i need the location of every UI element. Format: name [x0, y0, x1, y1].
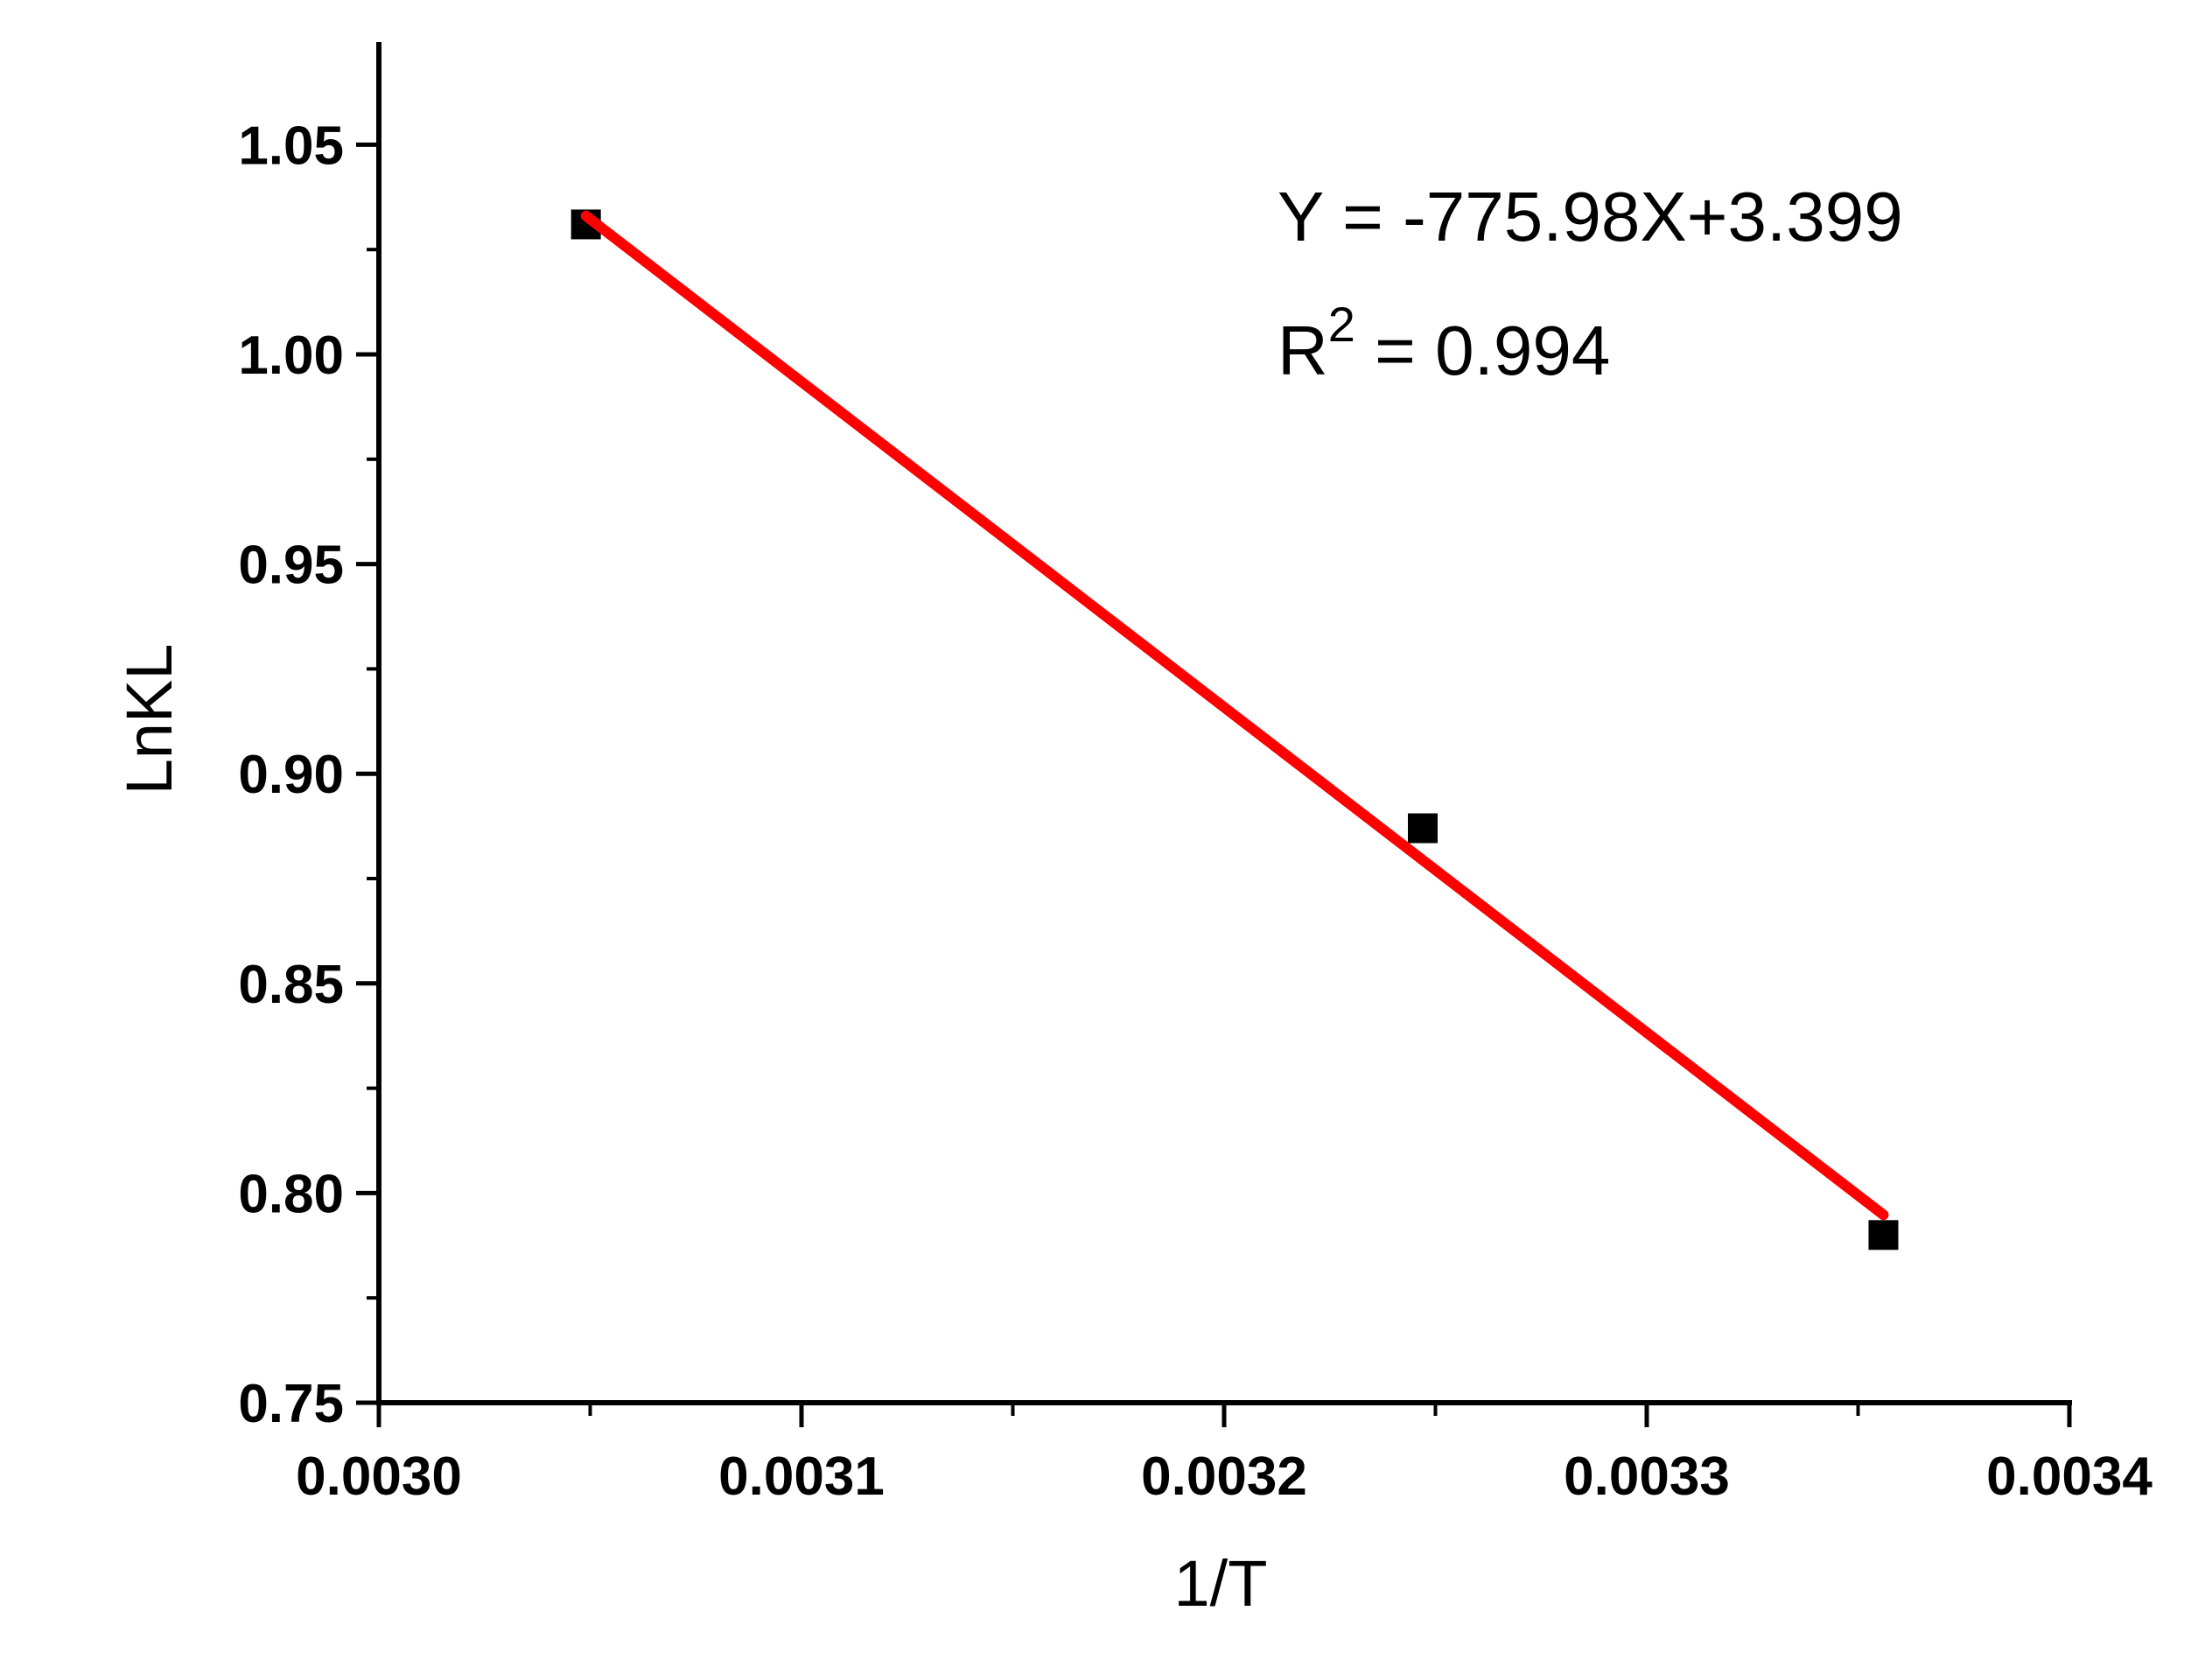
r-squared-prefix: R [1278, 312, 1328, 389]
y-axis-ticks: 0.75 0.80 0.85 0.90 0.95 1.00 1.05 [238, 116, 379, 1434]
r-squared-exponent: 2 [1328, 297, 1355, 352]
y-tick-label: 1.00 [238, 326, 344, 386]
x-tick-label: 0.0032 [1141, 1446, 1307, 1507]
y-tick-label: 0.95 [238, 536, 344, 596]
x-tick-label: 0.0033 [1564, 1446, 1730, 1507]
r-squared-value: = 0.994 [1355, 312, 1610, 389]
r-squared: R2 = 0.994 [1278, 297, 1610, 389]
y-tick-label: 0.80 [238, 1164, 344, 1224]
x-axis-title: 1/T [1174, 1547, 1268, 1620]
y-axis-title: LnKL [113, 644, 186, 795]
data-point [1408, 813, 1438, 844]
x-axis-ticks: 0.0030 0.0031 0.0032 0.0033 0.0034 [296, 1403, 2152, 1507]
y-tick-label: 0.75 [238, 1374, 344, 1434]
data-point [1868, 1220, 1899, 1250]
x-tick-label: 0.0034 [1986, 1446, 2152, 1507]
plot-area [570, 209, 1899, 1250]
regression-equation: Y = -775.98X+3.399 [1278, 178, 1903, 256]
regression-line [580, 210, 1889, 1221]
y-tick-label: 0.85 [238, 955, 344, 1015]
x-tick-label: 0.0031 [718, 1446, 885, 1507]
x-tick-label: 0.0030 [296, 1446, 462, 1507]
y-tick-label: 1.05 [238, 116, 344, 176]
y-tick-label: 0.90 [238, 745, 344, 805]
